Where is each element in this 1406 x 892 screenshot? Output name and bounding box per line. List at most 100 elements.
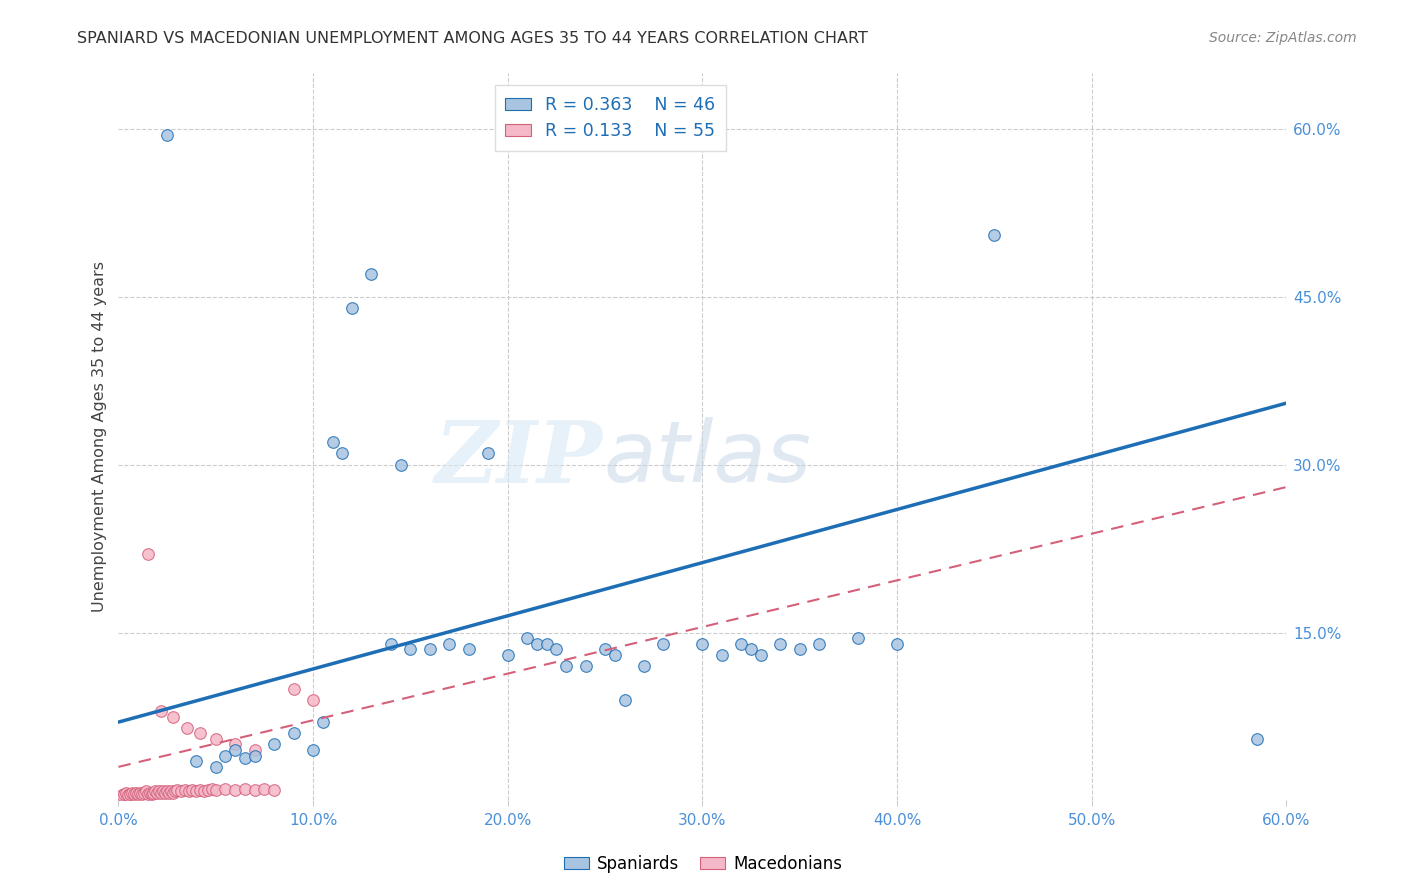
Text: SPANIARD VS MACEDONIAN UNEMPLOYMENT AMONG AGES 35 TO 44 YEARS CORRELATION CHART: SPANIARD VS MACEDONIAN UNEMPLOYMENT AMON…: [77, 31, 869, 46]
Point: [477, 446, 499, 460]
Point: [204, 783, 226, 797]
Point: [496, 648, 519, 662]
Point: [322, 435, 344, 450]
Point: [233, 751, 256, 765]
Point: [886, 637, 908, 651]
Point: [162, 786, 184, 800]
Point: [575, 659, 598, 673]
Point: [613, 692, 636, 706]
Point: [136, 787, 159, 801]
Point: [983, 228, 1005, 243]
Point: [546, 642, 568, 657]
Point: [263, 738, 285, 752]
Point: [516, 631, 538, 645]
Point: [146, 786, 169, 800]
Point: [224, 738, 246, 752]
Point: [132, 786, 155, 800]
Point: [730, 637, 752, 651]
Point: [749, 648, 772, 662]
Point: [263, 783, 285, 797]
Point: [399, 642, 422, 657]
Point: [652, 637, 675, 651]
Point: [526, 637, 548, 651]
Point: [283, 726, 305, 740]
Point: [536, 637, 558, 651]
Point: [128, 786, 150, 800]
Point: [302, 743, 325, 757]
Point: [201, 782, 224, 797]
Point: [710, 648, 733, 662]
Point: [740, 642, 762, 657]
Point: [846, 631, 869, 645]
Point: [214, 782, 236, 797]
Point: [204, 731, 226, 746]
Point: [138, 786, 160, 800]
Point: [135, 784, 157, 798]
Point: [177, 784, 200, 798]
Point: [111, 788, 134, 802]
Point: [204, 760, 226, 774]
Point: [633, 659, 655, 673]
Y-axis label: Unemployment Among Ages 35 to 44 years: Unemployment Among Ages 35 to 44 years: [93, 261, 107, 612]
Point: [340, 301, 363, 315]
Legend: Spaniards, Macedonians: Spaniards, Macedonians: [557, 848, 849, 880]
Point: [593, 642, 616, 657]
Point: [243, 748, 266, 763]
Point: [188, 726, 211, 740]
Point: [176, 721, 198, 735]
Point: [125, 786, 148, 800]
Point: [117, 788, 139, 802]
Legend: R = 0.363    N = 46, R = 0.133    N = 55: R = 0.363 N = 46, R = 0.133 N = 55: [495, 86, 725, 151]
Point: [555, 659, 578, 673]
Text: atlas: atlas: [603, 417, 811, 500]
Point: [162, 709, 184, 723]
Point: [243, 743, 266, 757]
Point: [131, 787, 153, 801]
Point: [193, 784, 215, 798]
Point: [148, 784, 170, 798]
Point: [115, 786, 138, 800]
Point: [692, 637, 714, 651]
Point: [136, 547, 159, 561]
Point: [112, 787, 135, 801]
Point: [120, 787, 142, 801]
Point: [188, 783, 211, 797]
Point: [186, 784, 208, 798]
Point: [163, 784, 186, 798]
Point: [156, 128, 179, 142]
Point: [156, 784, 179, 798]
Text: ZIP: ZIP: [436, 417, 603, 500]
Point: [233, 782, 256, 797]
Point: [157, 786, 180, 800]
Point: [380, 637, 402, 651]
Point: [166, 783, 188, 797]
Point: [330, 446, 353, 460]
Point: [302, 692, 325, 706]
Point: [121, 786, 143, 800]
Point: [122, 787, 145, 801]
Point: [360, 268, 382, 282]
Point: [457, 642, 479, 657]
Point: [253, 782, 276, 797]
Point: [173, 783, 195, 797]
Point: [145, 784, 167, 798]
Point: [243, 783, 266, 797]
Point: [603, 648, 626, 662]
Point: [127, 787, 149, 801]
Point: [1246, 731, 1268, 746]
Point: [419, 642, 441, 657]
Point: [142, 786, 165, 800]
Point: [283, 681, 305, 696]
Point: [224, 743, 246, 757]
Point: [150, 786, 173, 800]
Point: [141, 787, 163, 801]
Point: [197, 783, 219, 797]
Point: [160, 784, 183, 798]
Point: [389, 458, 412, 472]
Point: [150, 704, 173, 718]
Point: [186, 754, 208, 768]
Point: [439, 637, 461, 651]
Point: [769, 637, 792, 651]
Point: [152, 784, 174, 798]
Point: [153, 786, 176, 800]
